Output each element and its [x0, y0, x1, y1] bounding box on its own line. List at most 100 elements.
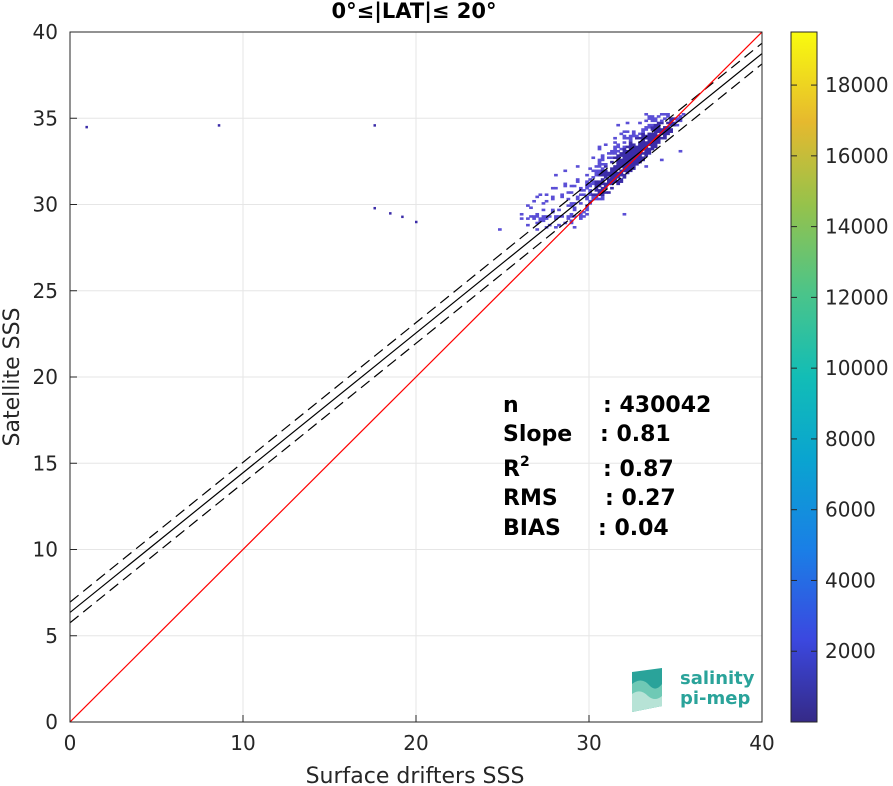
density-cell	[600, 169, 605, 173]
density-cell	[628, 169, 633, 173]
density-cell	[644, 147, 649, 151]
density-cell	[600, 178, 605, 181]
density-cell	[635, 145, 639, 149]
density-cell	[544, 193, 549, 196]
density-cell	[650, 117, 655, 120]
density-cell	[613, 152, 617, 155]
density-cell	[628, 136, 633, 140]
logo-line1: salinity	[680, 668, 755, 689]
density-cell	[653, 139, 658, 142]
density-cell	[566, 204, 571, 207]
density-cell	[647, 147, 652, 151]
density-cell	[535, 212, 540, 216]
density-cell	[597, 197, 602, 201]
density-cell	[588, 182, 593, 186]
density-cell	[628, 156, 633, 160]
wave-logo-icon	[632, 668, 662, 712]
density-cell	[663, 132, 667, 136]
density-point	[373, 124, 376, 127]
density-cell	[585, 186, 589, 190]
density-cell	[678, 115, 683, 118]
density-cell	[622, 130, 627, 133]
density-cell	[666, 126, 670, 129]
y-tick-label: 25	[33, 279, 58, 303]
density-cell	[650, 136, 655, 140]
density-cell	[610, 152, 614, 155]
density-cell	[635, 156, 639, 160]
density-cell	[650, 132, 655, 136]
density-cell	[631, 160, 636, 164]
density-cell	[656, 123, 661, 127]
density-cell	[666, 130, 670, 133]
x-tick-labels: 0 10 20 30 40	[64, 731, 775, 755]
density-cell	[610, 149, 614, 153]
density-cell	[603, 165, 608, 168]
density-cell	[653, 123, 658, 127]
density-cell	[541, 217, 546, 220]
density-cell	[569, 221, 574, 225]
density-cell	[578, 193, 583, 196]
logo-line2: pi-mep	[680, 688, 750, 709]
density-cell	[625, 167, 630, 170]
density-cell	[628, 154, 633, 157]
density-cell	[619, 173, 624, 177]
identity-line	[70, 32, 762, 722]
density-cell	[554, 215, 558, 218]
density-cell	[578, 189, 583, 192]
density-cell	[647, 134, 652, 138]
y-tick-label: 40	[33, 20, 58, 44]
density-cell	[600, 167, 605, 170]
density-cell	[600, 171, 605, 175]
density-cell	[538, 217, 543, 220]
density-cell	[628, 145, 633, 149]
density-cell	[622, 152, 627, 155]
density-cell	[597, 182, 602, 186]
density-cell	[644, 119, 649, 123]
density-cell	[606, 171, 611, 175]
density-cell	[597, 191, 602, 194]
density-cell	[541, 219, 546, 223]
density-cell	[588, 193, 593, 196]
density-cell	[606, 173, 611, 177]
density-cell	[588, 199, 593, 203]
density-cell	[557, 215, 561, 218]
density-cell	[625, 169, 630, 173]
density-cell	[675, 123, 680, 127]
density-cell	[594, 184, 599, 188]
density-cell	[650, 143, 655, 147]
density-cell	[616, 145, 621, 149]
colorbar-tick-label: 10000	[825, 356, 889, 380]
density-cell	[628, 167, 633, 170]
density-cell	[597, 165, 602, 168]
density-cell	[532, 199, 536, 203]
density-cell	[641, 156, 645, 160]
density-cell	[625, 145, 630, 149]
density-cell	[544, 217, 549, 220]
density-cell	[606, 182, 611, 186]
density-cell	[644, 165, 649, 168]
density-cell	[594, 169, 599, 173]
density-cell	[619, 178, 624, 181]
density-cell	[613, 165, 617, 168]
density-cell	[613, 156, 617, 160]
density-cell	[610, 186, 614, 190]
density-cell	[526, 223, 530, 227]
density-cell	[666, 113, 670, 116]
density-cell	[597, 160, 602, 164]
density-cell	[578, 217, 583, 220]
density-cell	[663, 117, 667, 120]
density-cell	[681, 113, 686, 116]
density-cell	[550, 208, 555, 212]
density-cell	[638, 147, 642, 151]
density-cell	[656, 115, 661, 118]
density-cell	[557, 223, 561, 227]
fit-upper-line	[70, 42, 762, 603]
density-cell	[666, 115, 670, 118]
density-cell	[641, 134, 645, 138]
density-cell	[656, 121, 661, 125]
density-cell	[613, 180, 617, 183]
density-cell	[582, 189, 586, 192]
density-point	[85, 125, 88, 129]
density-cell	[603, 191, 608, 194]
density-cell	[641, 130, 645, 133]
